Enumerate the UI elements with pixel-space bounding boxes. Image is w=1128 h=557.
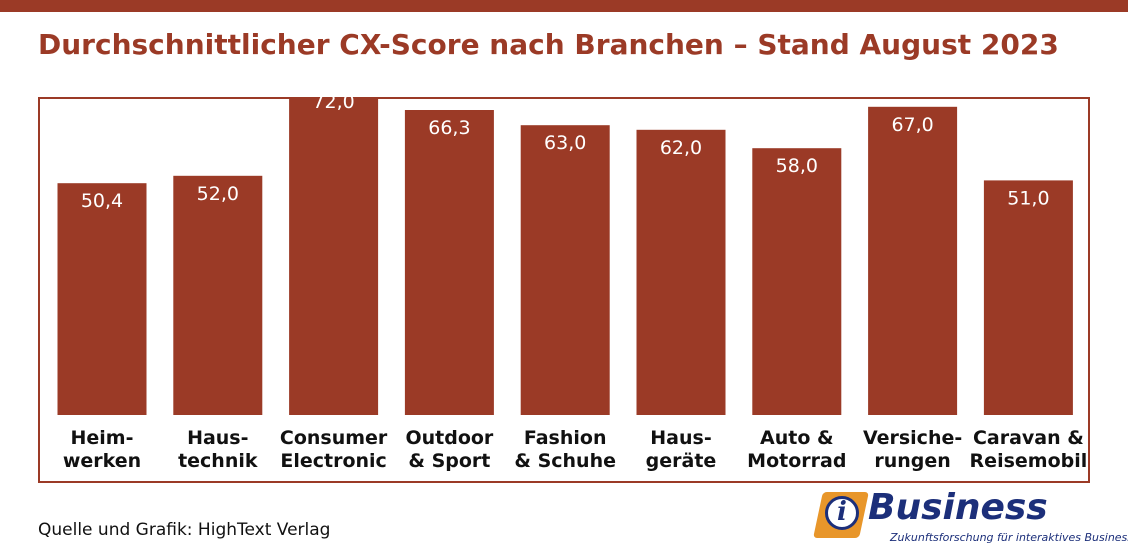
ibusiness-logo: i Business Zukunftsforschung für interak… <box>813 487 1128 550</box>
category-label: Reisemobil <box>970 450 1088 472</box>
bar <box>404 110 494 415</box>
value-label: 66,3 <box>428 117 470 139</box>
value-label: 67,0 <box>891 114 933 136</box>
category-label: rungen <box>874 450 950 472</box>
category-label: Fashion <box>524 427 607 449</box>
category-label: Electronic <box>280 450 386 472</box>
value-label: 51,0 <box>1007 187 1049 209</box>
category-label: & Schuhe <box>514 450 616 472</box>
logo-wordmark: Business <box>868 487 1048 528</box>
bar <box>983 180 1073 415</box>
value-label: 62,0 <box>660 137 702 159</box>
category-label: Haus- <box>187 427 248 449</box>
category-label: Auto & <box>760 427 834 449</box>
chart-title: Durchschnittlicher CX-Score nach Branche… <box>38 28 1059 61</box>
category-label: Outdoor <box>405 427 493 449</box>
top-accent-bar <box>0 0 1128 12</box>
bar-chart: 50,4 Heim-werken 52,0 Haus-technik 72,0 Consu… <box>57 97 1088 472</box>
value-label: 58,0 <box>776 155 818 177</box>
category-label: Haus- <box>650 427 711 449</box>
category-label: Heim- <box>71 427 134 449</box>
category-label: Versiche- <box>863 427 962 449</box>
logo-tagline: Zukunftsforschung für interaktives Busin… <box>890 531 1128 544</box>
value-label: 50,4 <box>81 190 123 212</box>
category-label: & Sport <box>408 450 490 472</box>
category-label: werken <box>63 450 141 472</box>
category-label: Motorrad <box>747 450 846 472</box>
category-label: technik <box>178 450 258 472</box>
value-label: 63,0 <box>544 132 586 154</box>
bar <box>57 183 147 415</box>
bar <box>636 129 726 416</box>
category-label: Caravan & <box>973 427 1084 449</box>
logo-letter: i <box>837 497 847 527</box>
category-label: geräte <box>646 450 717 472</box>
bar <box>868 106 958 416</box>
chart-frame <box>38 97 1090 483</box>
value-label: 52,0 <box>197 183 239 205</box>
bar <box>520 125 610 415</box>
value-label: 72,0 <box>312 97 354 113</box>
bar <box>173 175 263 415</box>
logo-ring <box>825 496 859 530</box>
bar <box>289 97 379 416</box>
category-label: Consumer <box>280 427 388 449</box>
bar <box>752 148 842 415</box>
source-note: Quelle und Grafik: HighText Verlag <box>38 520 331 540</box>
